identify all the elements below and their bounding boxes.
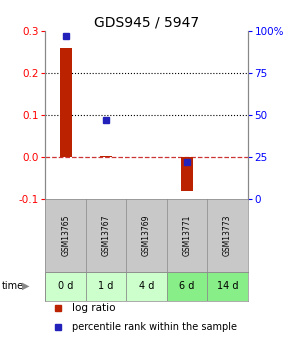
- Text: 6 d: 6 d: [179, 281, 195, 291]
- Text: GSM13773: GSM13773: [223, 215, 232, 256]
- Bar: [181, 157, 193, 191]
- Bar: [45, 272, 86, 300]
- Text: 4 d: 4 d: [139, 281, 154, 291]
- Text: 0 d: 0 d: [58, 281, 73, 291]
- Text: GSM13771: GSM13771: [183, 215, 191, 256]
- Text: 1 d: 1 d: [98, 281, 114, 291]
- Text: ▶: ▶: [22, 281, 30, 291]
- Text: GSM13765: GSM13765: [61, 215, 70, 256]
- Bar: [207, 272, 248, 300]
- Text: GSM13767: GSM13767: [102, 215, 110, 256]
- Text: GSM13769: GSM13769: [142, 215, 151, 256]
- Bar: [167, 272, 207, 300]
- Text: 14 d: 14 d: [217, 281, 238, 291]
- Text: log ratio: log ratio: [72, 303, 115, 313]
- Bar: [126, 272, 167, 300]
- Text: percentile rank within the sample: percentile rank within the sample: [72, 322, 237, 332]
- Text: time: time: [1, 281, 24, 291]
- Bar: [100, 156, 112, 157]
- Title: GDS945 / 5947: GDS945 / 5947: [94, 16, 199, 30]
- Bar: [86, 272, 126, 300]
- Bar: [59, 48, 72, 157]
